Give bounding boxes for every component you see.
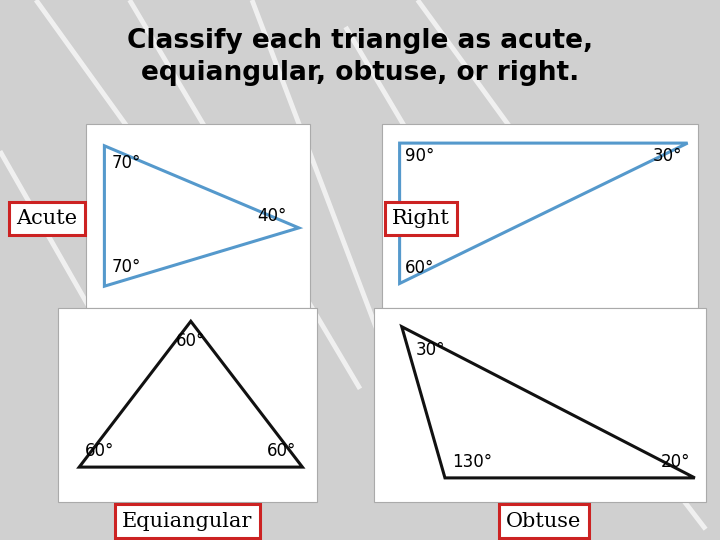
Text: 70°: 70° [112, 154, 141, 172]
FancyBboxPatch shape [58, 308, 317, 502]
Text: Right: Right [392, 209, 450, 228]
Text: 60°: 60° [85, 442, 114, 460]
Text: Acute: Acute [17, 209, 77, 228]
Text: Equiangular: Equiangular [122, 511, 253, 531]
Text: 60°: 60° [176, 332, 205, 350]
Text: 30°: 30° [416, 341, 446, 359]
Text: 20°: 20° [660, 453, 690, 471]
Text: 60°: 60° [405, 259, 435, 277]
Text: 30°: 30° [653, 147, 683, 165]
Text: 60°: 60° [267, 442, 297, 460]
Text: 40°: 40° [257, 207, 287, 225]
FancyBboxPatch shape [86, 124, 310, 308]
FancyBboxPatch shape [382, 124, 698, 308]
Text: equiangular, obtuse, or right.: equiangular, obtuse, or right. [141, 60, 579, 86]
Text: 90°: 90° [405, 147, 435, 165]
FancyBboxPatch shape [374, 308, 706, 502]
Text: Obtuse: Obtuse [506, 511, 581, 531]
Text: 70°: 70° [112, 259, 141, 276]
Text: 130°: 130° [452, 453, 492, 471]
Text: Classify each triangle as acute,: Classify each triangle as acute, [127, 28, 593, 53]
